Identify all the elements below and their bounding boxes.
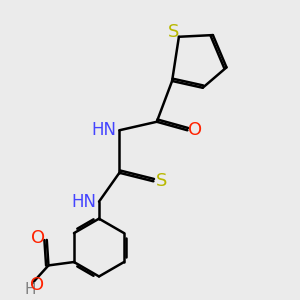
Text: S: S [168, 23, 179, 41]
Text: O: O [188, 121, 202, 139]
Text: HN: HN [71, 193, 96, 211]
Text: H: H [24, 282, 35, 297]
Text: O: O [31, 229, 45, 247]
Text: HN: HN [92, 121, 117, 139]
Text: O: O [29, 276, 44, 294]
Text: S: S [156, 172, 168, 190]
